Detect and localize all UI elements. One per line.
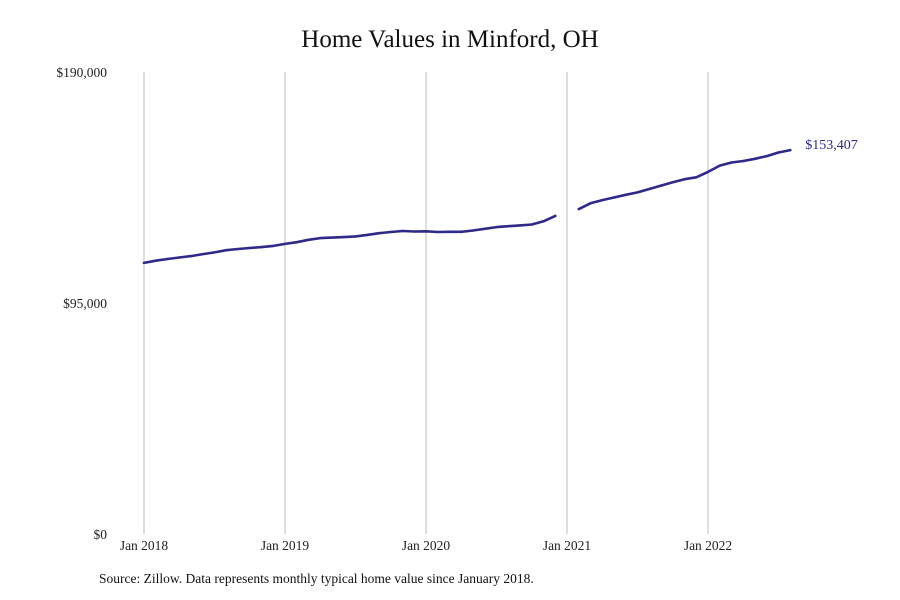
y-axis: $0 $95,000 $190,000 [56,65,107,542]
gridlines [143,72,709,534]
data-point [718,164,721,167]
y-tick-label: $0 [94,527,108,542]
x-tick-label: Jan 2021 [543,538,591,553]
data-point [648,187,651,191]
data-point [354,235,357,238]
data-point [777,151,780,154]
x-tick-label: Jan 2020 [402,538,451,553]
data-point [236,247,240,251]
data-point [178,256,181,259]
data-point [319,236,322,240]
data-point [166,257,169,261]
data-point [283,242,287,246]
data-point [765,154,768,158]
data-point [789,148,792,152]
x-tick-label: Jan 2018 [120,538,169,553]
x-tick-label: Jan 2019 [261,538,310,553]
data-point [272,244,275,248]
data-point [248,246,251,250]
data-point [601,198,604,202]
y-tick-label: $190,000 [56,65,107,80]
data-point [436,230,439,234]
data-point [342,235,345,239]
data-point [542,220,545,223]
data-point [589,202,592,205]
data-point [401,229,404,233]
data-point [624,193,627,196]
data-point [683,178,686,181]
data-point [295,241,298,244]
data-point [695,176,698,179]
data-point [483,227,486,230]
data-point [753,157,757,160]
chart-title: Home Values in Minford, OH [301,26,599,53]
x-tick-label: Jan 2022 [684,538,732,553]
data-point [706,170,710,174]
data-point [448,230,451,233]
data-point [366,233,369,237]
data-point [201,252,204,256]
data-point [471,229,475,232]
data-labels: $153,407 [805,138,858,153]
data-point [518,224,522,227]
data-point [413,230,416,233]
data-point [154,259,157,262]
data-point [671,181,674,184]
data-point [225,249,228,252]
data-point [142,261,146,265]
series-segment [142,214,557,265]
data-point [330,236,334,239]
data-point [554,214,557,218]
data-point [742,159,745,163]
data-point [530,223,533,226]
data-point [424,230,428,233]
data-point [507,225,510,228]
data-point [189,254,193,258]
data-point [260,245,263,249]
x-axis: Jan 2018 Jan 2019 Jan 2020 Jan 2021 Jan 2022 [120,538,732,553]
data-point [389,230,392,234]
data-point [460,230,463,233]
data-point [213,251,216,254]
data-point [307,238,310,241]
data-point [377,232,381,235]
series-line [142,148,792,265]
data-point [495,225,498,229]
y-tick-label: $95,000 [63,296,107,311]
data-point [730,161,733,164]
data-point [577,207,580,211]
data-point [612,196,616,199]
data-point [659,184,663,187]
source-note: Source: Zillow. Data represents monthly … [99,571,534,586]
end-value-label: $153,407 [805,138,858,153]
data-point [636,191,639,194]
